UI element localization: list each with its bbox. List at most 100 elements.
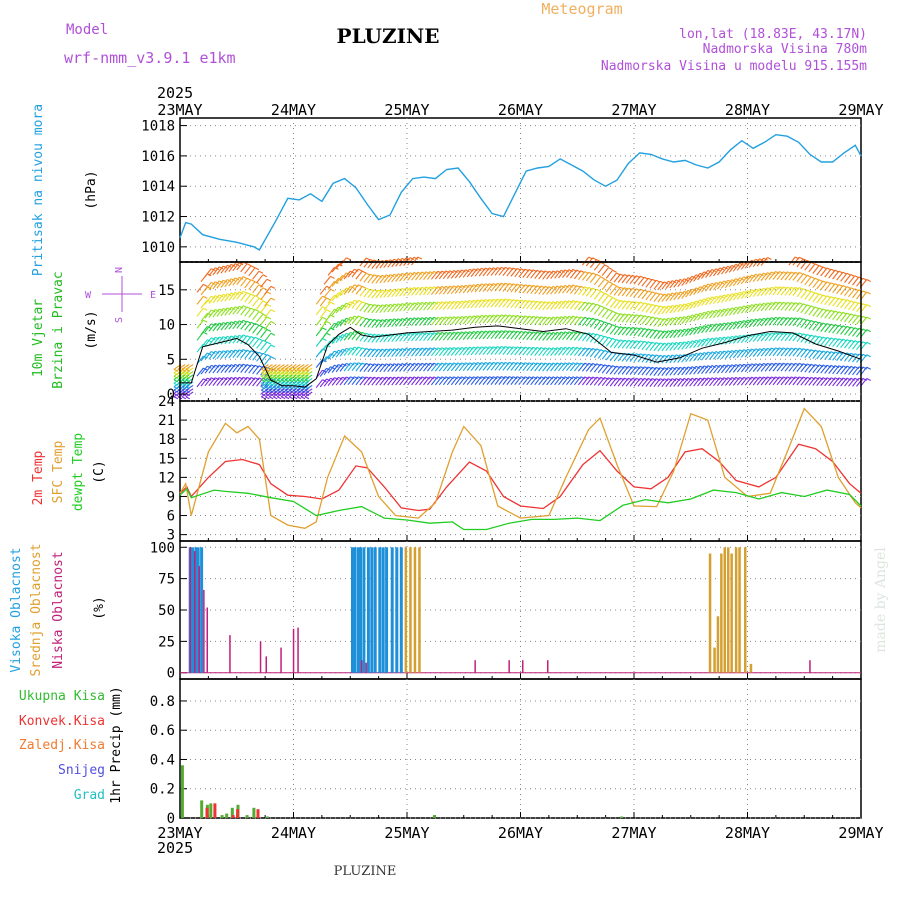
wind-barb: [454, 362, 462, 372]
wind-barb: [728, 263, 737, 273]
wind-barb-feather: [258, 284, 264, 288]
wind-barb: [609, 325, 617, 335]
wind-barb: [546, 362, 554, 372]
wind-barb-feather: [354, 315, 359, 319]
wind-barb-feather: [322, 306, 327, 310]
wind-barb: [284, 374, 293, 381]
wind-barb-feather: [262, 300, 268, 304]
wind-barb: [577, 376, 586, 386]
wind-barb: [466, 331, 474, 340]
wind-barb-feather: [866, 279, 871, 282]
wind-barb: [581, 302, 590, 311]
wind-barb: [780, 332, 788, 342]
wind-barb-feather: [771, 271, 776, 275]
wind-barb: [343, 376, 351, 386]
wind-barb-feather: [711, 351, 717, 355]
wind-barb-feather: [727, 336, 732, 340]
wind-barb: [355, 270, 363, 280]
precip-ytick-label: 0: [167, 811, 175, 827]
wind-barb: [562, 284, 570, 294]
wind-barb: [677, 303, 685, 313]
wind-barb: [339, 347, 347, 357]
wind-barb-feather: [203, 319, 208, 323]
wind-barb: [820, 309, 828, 319]
wind-barb: [669, 329, 677, 339]
wind-barb: [760, 376, 768, 386]
wind-barb-feather: [568, 269, 574, 273]
wind-barb: [697, 365, 705, 375]
wind-barb: [411, 271, 419, 281]
wind-barb: [705, 377, 713, 387]
wind-barb: [260, 381, 269, 388]
wind-barb-feather: [181, 396, 187, 400]
wind-barb-feather: [469, 299, 474, 303]
wind-barb: [577, 362, 586, 372]
wind-barb-feather: [226, 335, 232, 339]
wind-barb: [566, 346, 574, 356]
precip-total-bar: [209, 803, 213, 818]
wind-barb: [379, 363, 387, 373]
wind-barb: [581, 376, 590, 386]
wind-barb-feather: [280, 389, 286, 393]
wind-barb-feather: [763, 302, 768, 306]
wind-barb: [375, 363, 383, 373]
wind-barb-feather: [449, 347, 454, 351]
wind-barb: [220, 321, 228, 331]
bottom-date-label: 25MAY: [384, 824, 429, 842]
wind-barb-feather: [381, 289, 387, 293]
wind-speed-line: [180, 325, 862, 388]
wind-barb: [732, 291, 741, 301]
wind-barb: [506, 314, 514, 324]
wind-barb-feather: [381, 348, 387, 352]
wind-barb: [530, 347, 538, 356]
wind-barb: [812, 350, 820, 359]
wind-barb: [355, 332, 363, 341]
wind-barb: [641, 303, 649, 312]
wind-barb: [196, 307, 204, 317]
wind-barb-feather: [385, 318, 391, 322]
wind-barb-feather: [413, 332, 419, 336]
wind-barb-feather: [679, 366, 685, 370]
wind-barb: [430, 332, 439, 341]
wind-barb: [391, 303, 399, 313]
wind-barb: [244, 279, 252, 289]
wind-barb: [605, 377, 613, 387]
wind-barb-feather: [413, 317, 419, 321]
temperature-ytick-label: 18: [158, 432, 175, 448]
wind-barb: [732, 277, 741, 287]
wind-barb-feather: [381, 319, 387, 323]
wind-barb-feather: [477, 299, 482, 303]
wind-barb: [319, 321, 327, 330]
wind-barb-feather: [401, 363, 407, 366]
wind-barb: [701, 310, 709, 320]
wind-barb-feather: [421, 332, 427, 336]
wind-barb: [371, 376, 379, 386]
wind-barb-feather: [663, 342, 669, 346]
wind-barb-feather: [417, 271, 423, 275]
wind-barb-feather: [743, 349, 748, 353]
wind-barb-feather: [326, 356, 331, 360]
wind-barb-feather: [461, 285, 466, 288]
wind-barb: [272, 367, 281, 374]
page-title: PLUZINE: [337, 24, 440, 48]
wind-barb: [625, 287, 633, 297]
wind-barb: [434, 301, 443, 311]
wind-barb: [681, 378, 689, 387]
compass-rose: N W E S: [85, 267, 156, 323]
wind-barb: [573, 285, 582, 295]
wind-barb-feather: [272, 379, 278, 383]
wind-barb: [697, 377, 705, 387]
wind-barb: [585, 348, 594, 357]
wind-barb-feather: [304, 368, 310, 372]
wind-barb-feather: [679, 341, 685, 345]
wind-barb-feather: [300, 396, 306, 400]
wind-barb: [208, 336, 216, 346]
temp-dew-line: [179, 487, 862, 531]
wind-barb-feather: [296, 379, 302, 383]
precip-conv-bar: [231, 815, 235, 818]
wind-barb-feather: [715, 309, 721, 313]
wind-barb: [633, 366, 641, 376]
wind-barb-feather: [433, 376, 438, 380]
wind-barb-feather: [250, 279, 256, 283]
wind-barb-feather: [473, 268, 478, 272]
